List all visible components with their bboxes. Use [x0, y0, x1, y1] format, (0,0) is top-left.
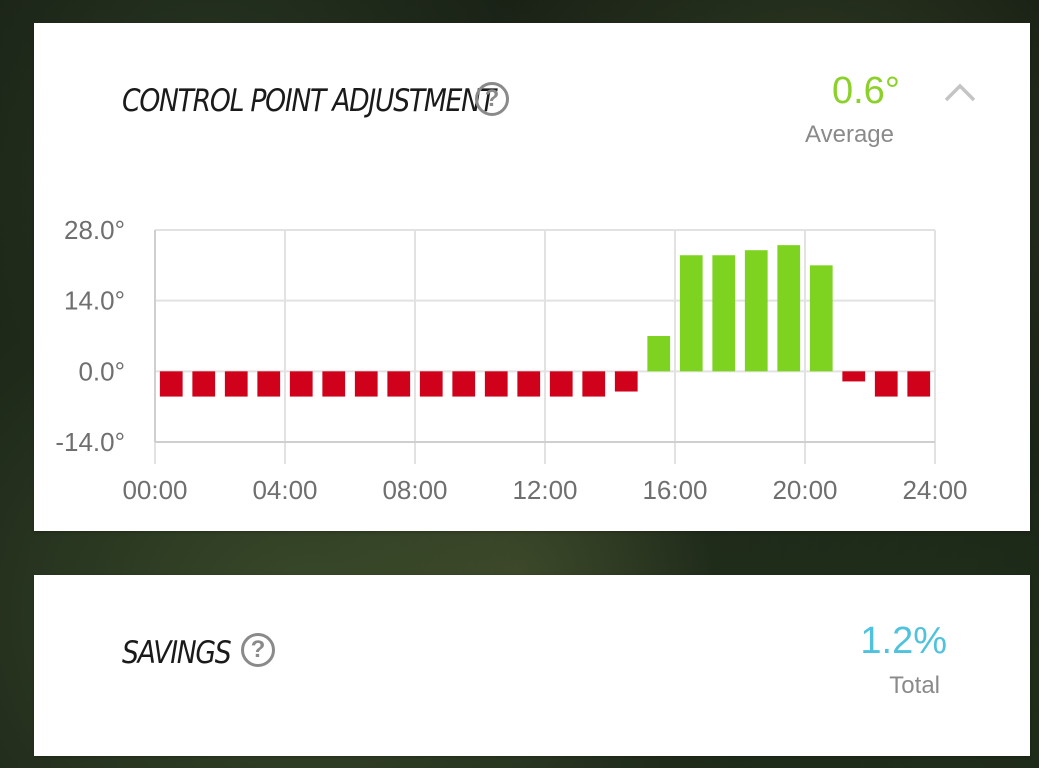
question-circle-icon[interactable]: ? [475, 82, 509, 116]
chart-bar [582, 371, 606, 397]
average-value: 0.6° [831, 70, 900, 112]
x-tick-label: 04:00 [252, 475, 317, 505]
savings-total-label: Total [889, 672, 940, 699]
chart-bar [322, 371, 346, 397]
average-label: Average [805, 121, 894, 148]
x-tick-label: 00:00 [122, 475, 187, 505]
chart-bar [777, 245, 801, 372]
chart-bar [679, 255, 703, 372]
y-tick-label: 0.0° [78, 356, 125, 386]
chart-bar [549, 371, 573, 397]
chart-bar [484, 371, 508, 397]
chart-bar [159, 371, 183, 397]
chart-bar [712, 255, 736, 372]
y-tick-label: 28.0° [64, 215, 125, 245]
chart-bar [289, 371, 313, 397]
chart-bar [874, 371, 898, 397]
chart-bar [907, 371, 931, 397]
savings-panel: SAVINGS ? 1.2% Total [34, 575, 1030, 756]
chart-bar [809, 265, 833, 372]
savings-total-value: 1.2% [860, 620, 947, 662]
chart-bar [842, 371, 866, 382]
panel-title: SAVINGS [122, 635, 232, 671]
chart-bar [257, 371, 281, 397]
chart-bar [224, 371, 248, 397]
chart-bar [744, 250, 768, 372]
question-circle-icon[interactable]: ? [241, 633, 275, 667]
x-tick-label: 16:00 [642, 475, 707, 505]
adjustment-bar-chart: 28.0° 14.0° 0.0° -14.0° 00:00 04:00 08:00 12:00… [55, 215, 967, 505]
control-point-panel: CONTROL POINT ADJUSTMENT ? 0.6° Average … [34, 23, 1030, 531]
chevron-up-icon[interactable] [940, 78, 980, 108]
chart-bar [517, 371, 541, 397]
y-tick-label: 14.0° [64, 286, 125, 316]
panel-title: CONTROL POINT ADJUSTMENT [122, 83, 496, 119]
x-tick-label: 12:00 [512, 475, 577, 505]
y-tick-label: -14.0° [55, 427, 125, 457]
chart-bar [647, 336, 671, 372]
chart-bar [452, 371, 476, 397]
chart-bar [419, 371, 443, 397]
x-tick-label: 24:00 [902, 475, 967, 505]
chart-bar [387, 371, 411, 397]
x-tick-label: 20:00 [772, 475, 837, 505]
x-tick-label: 08:00 [382, 475, 447, 505]
chart-bar [354, 371, 378, 397]
chart-bar [192, 371, 216, 397]
chart-bar [614, 371, 638, 392]
